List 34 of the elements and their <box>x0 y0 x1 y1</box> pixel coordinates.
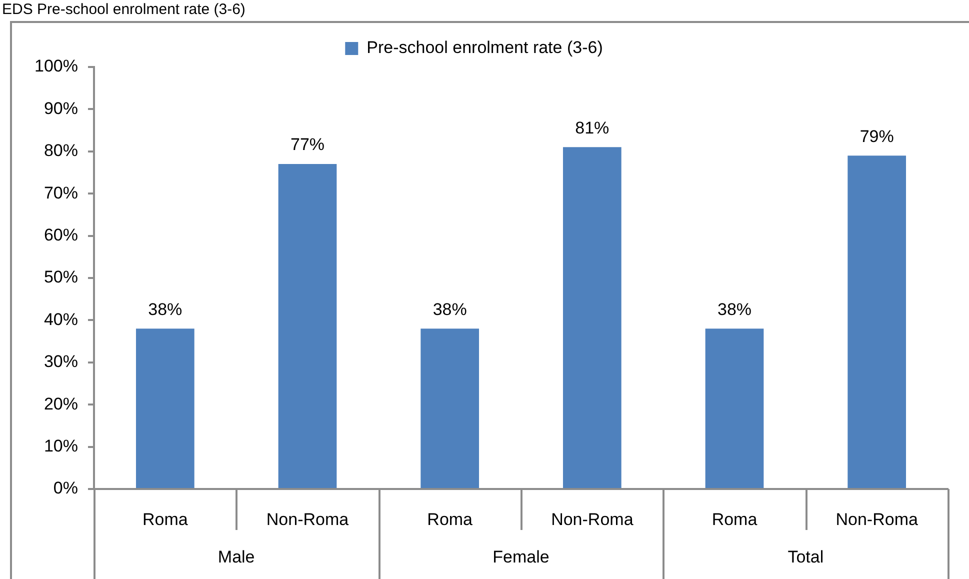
x-tick-label: Roma <box>427 510 474 529</box>
chart-title: EDS Pre-school enrolment rate (3-6) <box>2 1 246 18</box>
data-label: 38% <box>432 300 467 319</box>
data-label: 77% <box>290 135 325 154</box>
data-label: 81% <box>575 118 610 138</box>
legend-label: Pre-school enrolment rate (3-6) <box>366 38 603 58</box>
data-label: 38% <box>717 300 752 319</box>
y-tick-label: 40% <box>44 310 78 329</box>
text: Female <box>492 548 550 567</box>
y-tick-label: 10% <box>44 436 78 456</box>
x-tick-label: Non-Roma <box>551 510 634 529</box>
y-tick-label: 20% <box>44 394 78 414</box>
x-tick-label: Non-Roma <box>836 510 918 529</box>
y-tick-label: 0% <box>53 478 78 498</box>
y-tick-label: 60% <box>44 225 78 244</box>
bar <box>562 147 622 488</box>
y-tick-label: 100% <box>34 56 78 76</box>
text: Male <box>218 548 255 567</box>
bar <box>848 156 906 488</box>
x-tick-label: Roma <box>712 510 758 529</box>
y-tick-label: 90% <box>44 98 78 118</box>
y-tick-label: 50% <box>44 268 78 287</box>
text: Total <box>788 548 824 567</box>
y-tick-label: 80% <box>44 141 78 160</box>
bar <box>136 328 194 488</box>
x-tick-label: Roma <box>142 510 188 529</box>
y-tick-label: 30% <box>44 352 78 372</box>
x-tick-label: Non-Roma <box>266 510 350 529</box>
bar <box>420 328 480 488</box>
data-label: 79% <box>860 126 894 146</box>
bar <box>705 328 764 488</box>
bar <box>278 164 337 488</box>
data-label: 38% <box>148 300 182 319</box>
y-tick-label: 70% <box>44 183 78 202</box>
